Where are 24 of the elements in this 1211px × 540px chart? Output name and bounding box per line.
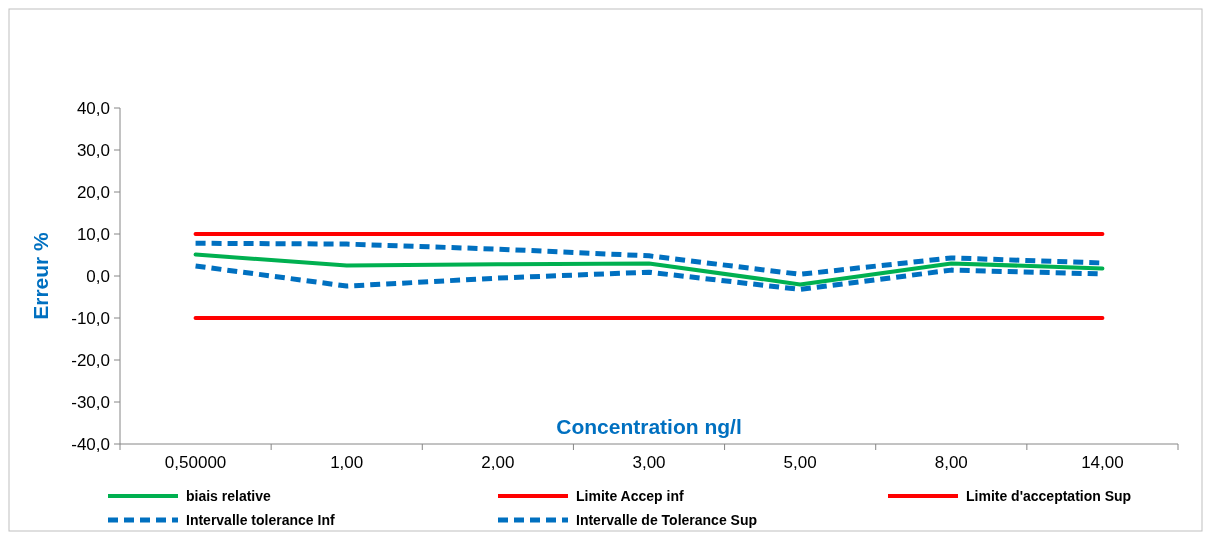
x-tick-label: 8,00	[934, 453, 968, 472]
legend-label: Intervalle tolerance Inf	[186, 511, 335, 528]
x-tick-label: 2,00	[481, 453, 515, 472]
x-tick-label: 0,50000	[164, 453, 227, 472]
x-axis-title: Concentration ng/l	[556, 415, 742, 438]
y-tick-label: 0,0	[86, 266, 110, 286]
legend-label: Limite d'acceptation Sup	[966, 487, 1132, 504]
x-tick-label: 1,00	[330, 453, 364, 472]
y-tick-label: 30,0	[76, 140, 110, 160]
y-tick-label: 10,0	[76, 224, 110, 244]
x-tick-label: 3,00	[632, 453, 666, 472]
y-tick-label: -30,0	[71, 392, 110, 412]
y-tick-label: -10,0	[71, 308, 110, 328]
y-tick-label: -40,0	[71, 434, 110, 454]
legend-label: Intervalle de Tolerance Sup	[576, 511, 758, 528]
y-tick-label: 20,0	[76, 182, 110, 202]
y-tick-label: -20,0	[71, 350, 110, 370]
x-tick-label: 14,00	[1081, 453, 1124, 472]
x-tick-label: 5,00	[783, 453, 817, 472]
line-series	[193, 252, 1105, 287]
legend-label: biais relative	[186, 487, 272, 504]
y-tick-label: 40,0	[76, 98, 110, 118]
y-axis-title: Erreur %	[29, 231, 52, 320]
legend-label: Limite Accep inf	[576, 487, 684, 504]
